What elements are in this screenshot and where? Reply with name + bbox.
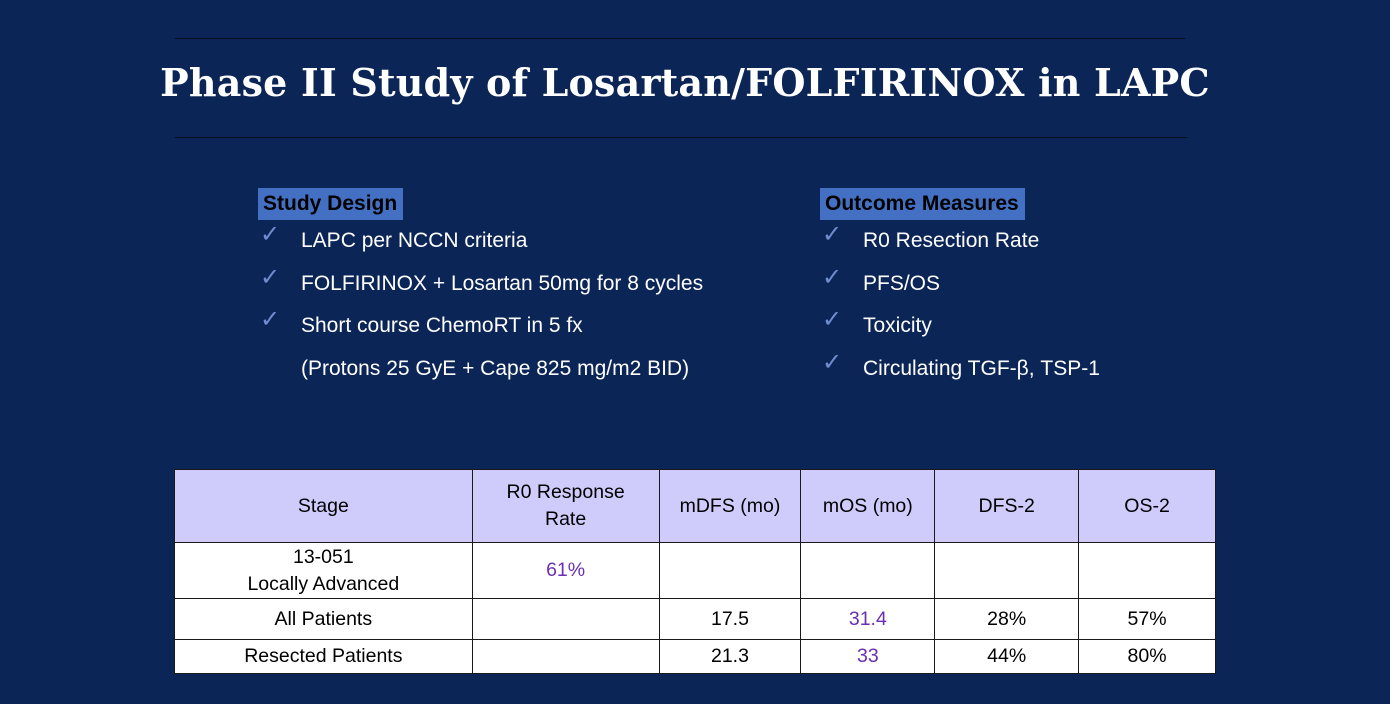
header-r0-response-rate: R0 Response Rate	[471, 469, 660, 543]
table-row: All Patients 17.5 31.4 28% 57%	[174, 598, 1216, 640]
cell-dfs2	[934, 542, 1080, 599]
header-dfs2: DFS-2	[934, 469, 1080, 543]
cell-stage: All Patients	[174, 598, 473, 640]
list-item: ✓ Short course ChemoRT in 5 fx	[258, 308, 703, 358]
cell-r0	[471, 598, 660, 640]
bottom-rule	[175, 137, 1187, 138]
list-item-text: PFS/OS	[863, 271, 941, 295]
cell-os2: 57%	[1078, 598, 1216, 640]
list-item-text: FOLFIRINOX + Losartan 50mg for 8 cycles	[301, 271, 704, 295]
cell-os2: 80%	[1078, 639, 1216, 674]
header-mos: mOS (mo)	[800, 469, 936, 543]
slide-title: Phase II Study of Losartan/FOLFIRINOX in…	[160, 60, 1210, 105]
outcome-measures-heading: Outcome Measures	[820, 188, 1025, 220]
cell-stage: Resected Patients	[174, 639, 473, 674]
list-item: ✓ R0 Resection Rate	[820, 223, 1100, 273]
cell-stage: 13-051 Locally Advanced	[174, 542, 473, 599]
checkmark-icon: ✓	[822, 306, 843, 333]
table-row: Resected Patients 21.3 33 44% 80%	[174, 639, 1216, 674]
header-stage: Stage	[174, 469, 473, 543]
results-table: Stage R0 Response Rate mDFS (mo) mOS (mo)…	[174, 469, 1216, 674]
cell-r0: 61%	[471, 542, 660, 599]
list-item: ✓ FOLFIRINOX + Losartan 50mg for 8 cycles	[258, 265, 704, 316]
list-item-text: (Protons 25 GyE + Cape 825 mg/m2 BID)	[301, 356, 690, 380]
cell-dfs2: 44%	[934, 639, 1080, 674]
table-header-row: Stage R0 Response Rate mDFS (mo) mOS (mo)…	[174, 469, 1216, 543]
cell-os2	[1078, 542, 1216, 599]
cell-mos	[800, 542, 936, 599]
study-design-section: Study Design ✓ LAPC per NCCN criteria ✓ FO…	[258, 188, 703, 400]
list-item-text: R0 Resection Rate	[863, 229, 1040, 252]
header-os2: OS-2	[1078, 469, 1216, 543]
list-item: ✓ PFS/OS	[820, 265, 1100, 316]
list-item-text: LAPC per NCCN criteria	[301, 229, 528, 252]
cell-mdfs	[658, 542, 802, 599]
list-item-text: Short course ChemoRT in 5 fx	[301, 314, 583, 337]
cell-dfs2: 28%	[934, 598, 1080, 640]
top-rule	[175, 38, 1185, 39]
cell-mos: 33	[800, 639, 936, 674]
study-design-heading: Study Design	[258, 188, 404, 220]
checkmark-icon: ✓	[260, 221, 281, 248]
header-mdfs: mDFS (mo)	[658, 469, 802, 543]
list-item-text: Circulating TGF-β, TSP-1	[863, 356, 1100, 380]
list-item-text: Toxicity	[863, 314, 932, 337]
checkmark-icon: ✓	[822, 221, 843, 248]
checkmark-icon: ✓	[822, 348, 843, 376]
list-item: ✓ Toxicity	[820, 308, 1100, 358]
cell-mos: 31.4	[800, 598, 936, 640]
checkmark-icon: ✓	[260, 306, 281, 333]
outcome-measures-list: ✓ R0 Resection Rate ✓ PFS/OS ✓ Toxicity ✓ Ci…	[820, 223, 1100, 401]
checkmark-icon: ✓	[260, 263, 281, 291]
list-item: ✓ Circulating TGF-β, TSP-1	[820, 350, 1100, 401]
outcome-measures-section: Outcome Measures ✓ R0 Resection Rate ✓ PFS…	[820, 188, 1100, 400]
checkmark-icon: ✓	[822, 263, 843, 291]
table-row: 13-051 Locally Advanced 61%	[174, 542, 1216, 599]
study-design-list: ✓ LAPC per NCCN criteria ✓ FOLFIRINOX + Lo…	[258, 223, 704, 401]
list-item: ✓ LAPC per NCCN criteria	[258, 223, 703, 273]
cell-r0	[471, 639, 660, 674]
cell-mdfs: 17.5	[658, 598, 802, 640]
cell-mdfs: 21.3	[658, 639, 802, 674]
list-item-continuation: (Protons 25 GyE + Cape 825 mg/m2 BID)	[258, 358, 703, 401]
